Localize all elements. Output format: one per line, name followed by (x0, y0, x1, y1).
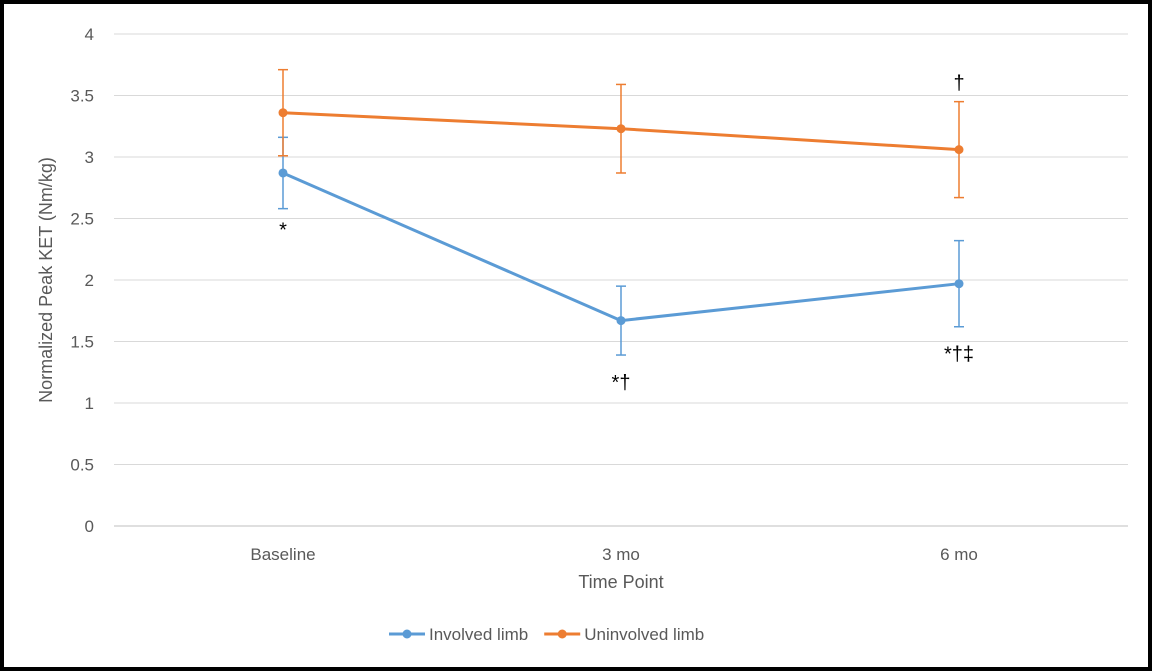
data-point (616, 124, 626, 134)
significance-marker: *†‡ (944, 344, 974, 366)
line-chart: 0 0.5 1 1.5 2 2.5 3 3.5 4 Baseline 3 mo 6 mo Norma… (36, 25, 1128, 644)
y-axis-title: Normalized Peak KET (Nm/kg) (36, 157, 56, 403)
y-tick-label: 0 (85, 517, 94, 536)
y-tick-label: 3.5 (70, 87, 94, 106)
data-point (616, 316, 626, 326)
x-tick-label: 3 mo (602, 545, 640, 564)
annotations-layer: * *† *†‡ † (279, 73, 974, 394)
legend-label: Involved limb (429, 625, 528, 644)
legend-marker (557, 629, 567, 639)
significance-marker: * (279, 220, 287, 242)
legend: Involved limb Uninvolved limb (389, 625, 704, 644)
legend-item: Involved limb (389, 625, 528, 644)
y-tick-label: 2 (85, 271, 94, 290)
y-tick-label: 2.5 (70, 210, 94, 229)
data-point (278, 108, 288, 118)
y-tick-label: 0.5 (70, 456, 94, 475)
significance-marker: *† (612, 372, 631, 394)
y-tick-labels: 0 0.5 1 1.5 2 2.5 3 3.5 4 (70, 25, 94, 536)
data-point (954, 279, 964, 289)
data-point (954, 145, 964, 155)
chart-area: 0 0.5 1 1.5 2 2.5 3 3.5 4 Baseline 3 mo 6 mo Norma… (4, 4, 1148, 667)
series-uninvolved-limb (278, 68, 964, 199)
x-tick-labels: Baseline 3 mo 6 mo (250, 545, 978, 564)
x-tick-label: Baseline (250, 545, 315, 564)
y-tick-label: 3 (85, 148, 94, 167)
y-tick-label: 4 (85, 25, 94, 44)
y-tick-label: 1.5 (70, 333, 94, 352)
y-tick-label: 1 (85, 394, 94, 413)
data-point (278, 168, 288, 178)
x-tick-label: 6 mo (940, 545, 978, 564)
legend-label: Uninvolved limb (584, 625, 704, 644)
x-axis-title: Time Point (578, 572, 663, 592)
legend-marker (402, 629, 412, 639)
series-layer (278, 68, 964, 356)
significance-marker: † (953, 73, 964, 95)
legend-item: Uninvolved limb (544, 625, 704, 644)
